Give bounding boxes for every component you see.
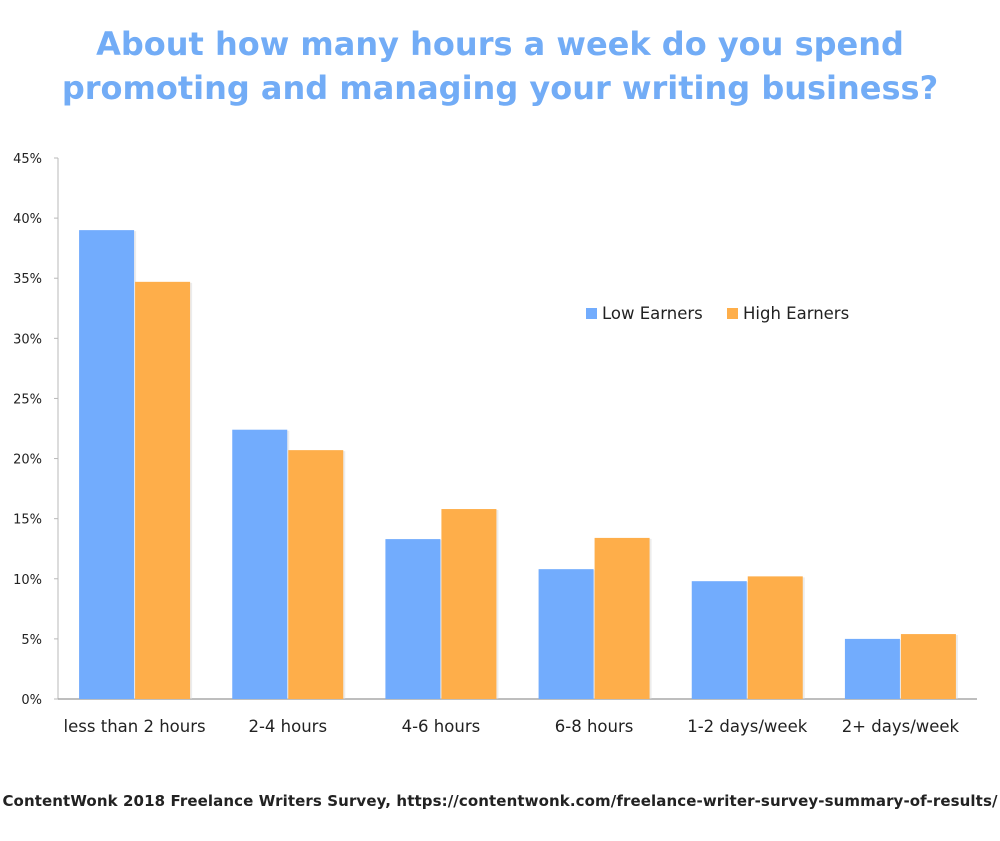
y-tick-label: 5% <box>21 633 42 648</box>
y-tick-label: 35% <box>13 272 42 287</box>
x-tick-label: 2-4 hours <box>248 717 327 736</box>
x-tick-label: 6-8 hours <box>555 717 634 736</box>
bars <box>79 230 958 699</box>
y-tick-label: 10% <box>13 573 42 588</box>
bar-low-earners <box>691 581 747 699</box>
bar-high-earners <box>900 634 956 699</box>
chart-title-line-2: promoting and managing your writing busi… <box>61 69 939 107</box>
bar-high-earners <box>135 281 191 699</box>
x-tick-label: 1-2 days/week <box>687 717 807 736</box>
legend: Low Earners High Earners <box>586 304 849 323</box>
legend-swatch-high-earners <box>727 308 738 319</box>
chart-title: About how many hours a week do you spend… <box>0 22 1000 110</box>
y-tick-label: 40% <box>13 212 42 227</box>
bar-high-earners <box>441 509 497 699</box>
source-footnote: ContentWonk 2018 Freelance Writers Surve… <box>2 792 998 810</box>
x-tick-label: less than 2 hours <box>64 717 206 736</box>
legend-swatch-low-earners <box>586 308 597 319</box>
y-tick-label: 15% <box>13 513 42 528</box>
bar-low-earners <box>79 230 135 699</box>
y-tick-label: 0% <box>21 693 42 708</box>
bar-low-earners <box>538 569 594 699</box>
chart-title-line-1: About how many hours a week do you spend <box>96 25 904 63</box>
axes <box>54 157 977 700</box>
axis-labels: 0% 5% 10% 15% 20% 25% 30% 35% 40% 45% less than 2 … <box>13 152 959 736</box>
y-tick-label: 20% <box>13 453 42 468</box>
bar-low-earners <box>844 638 900 699</box>
x-tick-label: 2+ days/week <box>842 717 960 736</box>
bar-low-earners <box>385 539 441 699</box>
bar-high-earners <box>594 537 650 699</box>
bar-high-earners <box>747 576 803 699</box>
legend-label-high-earners: High Earners <box>743 304 849 323</box>
x-tick-label: 4-6 hours <box>402 717 481 736</box>
y-tick-label: 25% <box>13 392 42 407</box>
bar-low-earners <box>232 429 288 699</box>
bar-high-earners <box>288 450 344 699</box>
y-tick-label: 30% <box>13 332 42 347</box>
y-tick-label: 45% <box>13 152 42 167</box>
legend-label-low-earners: Low Earners <box>602 304 703 323</box>
